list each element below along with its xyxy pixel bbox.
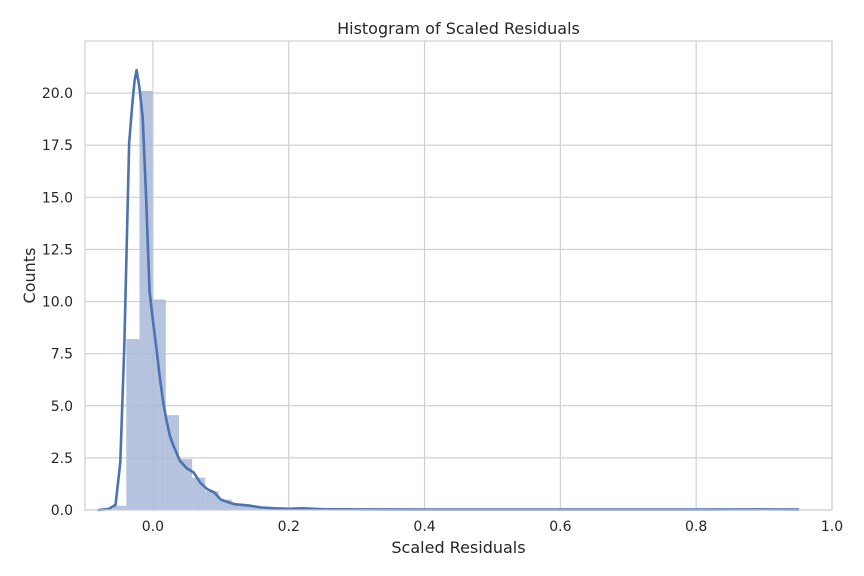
y-tick-label: 15.0 — [42, 190, 73, 206]
x-tick-label: 0.8 — [685, 519, 707, 535]
x-tick-label: 0.6 — [549, 519, 571, 535]
chart-title: Histogram of Scaled Residuals — [337, 19, 580, 38]
histogram-bar — [165, 415, 179, 510]
plot-frame — [84, 40, 833, 511]
histogram-bar — [178, 458, 193, 510]
histogram-bar — [126, 339, 140, 510]
histogram-bar — [218, 499, 232, 510]
x-axis-label: Scaled Residuals — [391, 538, 525, 557]
histogram-bars — [99, 91, 364, 510]
y-tick-label: 2.5 — [51, 451, 73, 467]
y-tick-label: 20.0 — [42, 86, 73, 102]
x-axis-ticks: 0.0 0.2 0.4 0.6 0.8 1.0 — [142, 519, 843, 535]
kde-line — [97, 68, 800, 512]
histogram-bar — [231, 503, 245, 510]
y-tick-label: 10.0 — [42, 295, 73, 311]
x-tick-label: 0.2 — [278, 519, 300, 535]
y-axis-label: Counts — [20, 248, 39, 304]
grid-lines — [85, 41, 833, 511]
kde-curve-group — [97, 68, 800, 512]
histogram-bar — [244, 505, 259, 510]
y-tick-label: 5.0 — [51, 399, 73, 415]
histogram-bar — [205, 491, 219, 510]
x-tick-label: 1.0 — [821, 519, 843, 535]
x-tick-label: 0.4 — [413, 519, 435, 535]
histogram-bar — [139, 91, 153, 510]
x-tick-label: 0.0 — [142, 519, 164, 535]
y-tick-label: 17.5 — [42, 138, 73, 154]
y-tick-label: 7.5 — [51, 347, 73, 363]
y-tick-label: 12.5 — [42, 242, 73, 258]
y-axis-ticks: 0.0 2.5 5.0 7.5 10.0 12.5 15.0 17.5 20.0 — [42, 86, 73, 519]
y-tick-label: 0.0 — [51, 503, 73, 519]
histogram-bar — [113, 505, 127, 510]
